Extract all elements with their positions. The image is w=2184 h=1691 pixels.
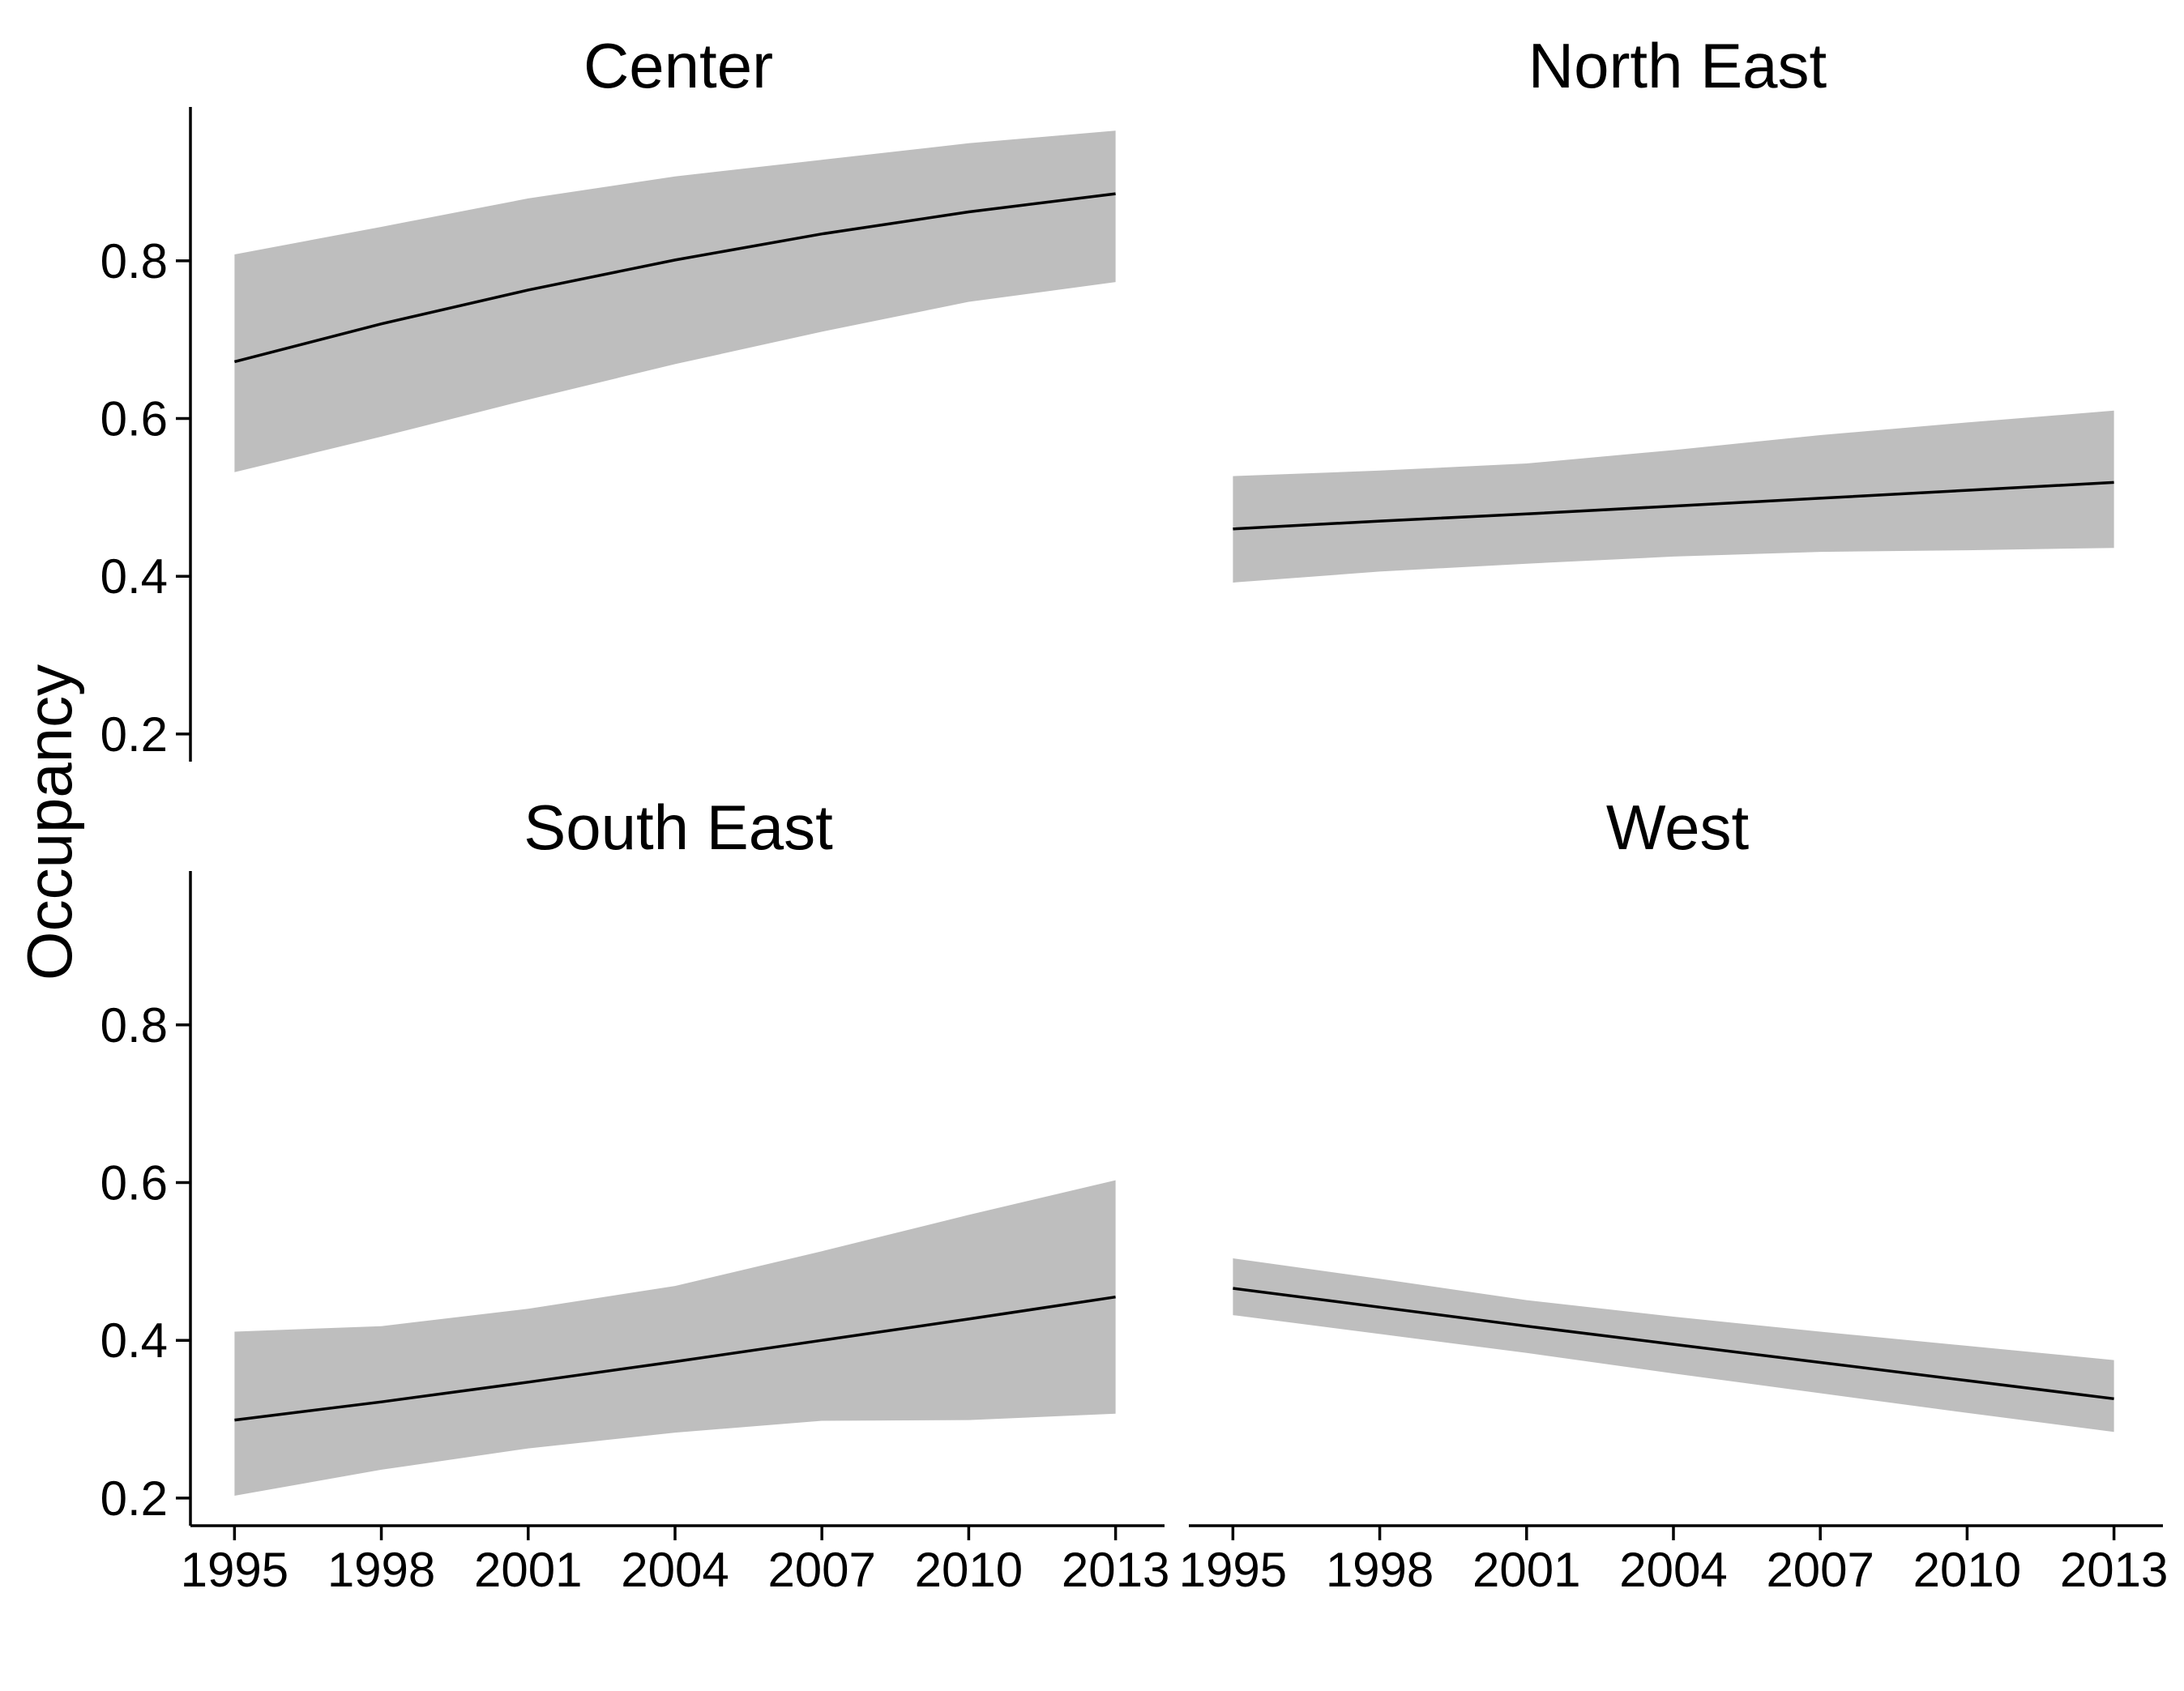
y-tick-label-center: 0.2 xyxy=(100,707,168,762)
x-tick-label-south-east: 1995 xyxy=(181,1543,288,1597)
panel-north-east: North East xyxy=(1233,30,2114,583)
y-tick-label-center: 0.4 xyxy=(100,549,168,604)
panel-title-north-east: North East xyxy=(1528,30,1827,101)
x-tick-label-west: 2004 xyxy=(1619,1543,1727,1597)
x-tick-label-west: 2007 xyxy=(1766,1543,1874,1597)
x-tick-label-west: 1998 xyxy=(1326,1543,1434,1597)
confidence-band-south-east xyxy=(234,1180,1116,1496)
y-tick-label-south-east: 0.2 xyxy=(100,1471,168,1526)
panel-south-east: South East 0.2 0.4 0.6 0.8 1995 1998 2001 2004 2… xyxy=(100,792,1170,1597)
x-tick-label-south-east: 2004 xyxy=(621,1543,729,1597)
panel-west: West 1995 1998 2001 2004 2007 2010 2013 xyxy=(1179,792,2169,1597)
panel-title-west: West xyxy=(1606,792,1750,863)
mean-line-center xyxy=(233,192,1116,364)
mean-line-south-east xyxy=(234,1295,1116,1422)
panel-center: Center 0.2 0.4 0.6 0.8 xyxy=(100,30,1116,762)
x-tick-label-south-east: 2001 xyxy=(474,1543,582,1597)
x-tick-label-south-east: 2013 xyxy=(1062,1543,1169,1597)
confidence-band-north-east xyxy=(1233,410,2114,583)
x-tick-label-south-east: 2010 xyxy=(915,1543,1023,1597)
y-tick-label-south-east: 0.6 xyxy=(100,1156,168,1211)
x-tick-label-west: 1995 xyxy=(1179,1543,1287,1597)
x-tick-label-west: 2001 xyxy=(1472,1543,1580,1597)
panel-title-center: Center xyxy=(583,30,773,101)
y-tick-label-south-east: 0.4 xyxy=(100,1313,168,1368)
x-tick-label-south-east: 1998 xyxy=(327,1543,435,1597)
x-tick-label-south-east: 2007 xyxy=(767,1543,875,1597)
confidence-band-center xyxy=(234,130,1116,472)
mean-line-west xyxy=(1233,1287,2114,1401)
x-tick-label-west: 2013 xyxy=(2060,1543,2168,1597)
y-tick-label-center: 0.8 xyxy=(100,234,168,288)
y-tick-label-center: 0.6 xyxy=(100,392,168,446)
mean-line-north-east xyxy=(1233,480,2114,531)
y-axis-title: Occupancy xyxy=(14,664,85,980)
y-tick-label-south-east: 0.8 xyxy=(100,998,168,1053)
panel-title-south-east: South East xyxy=(524,792,833,863)
x-tick-label-west: 2010 xyxy=(1913,1543,2021,1597)
